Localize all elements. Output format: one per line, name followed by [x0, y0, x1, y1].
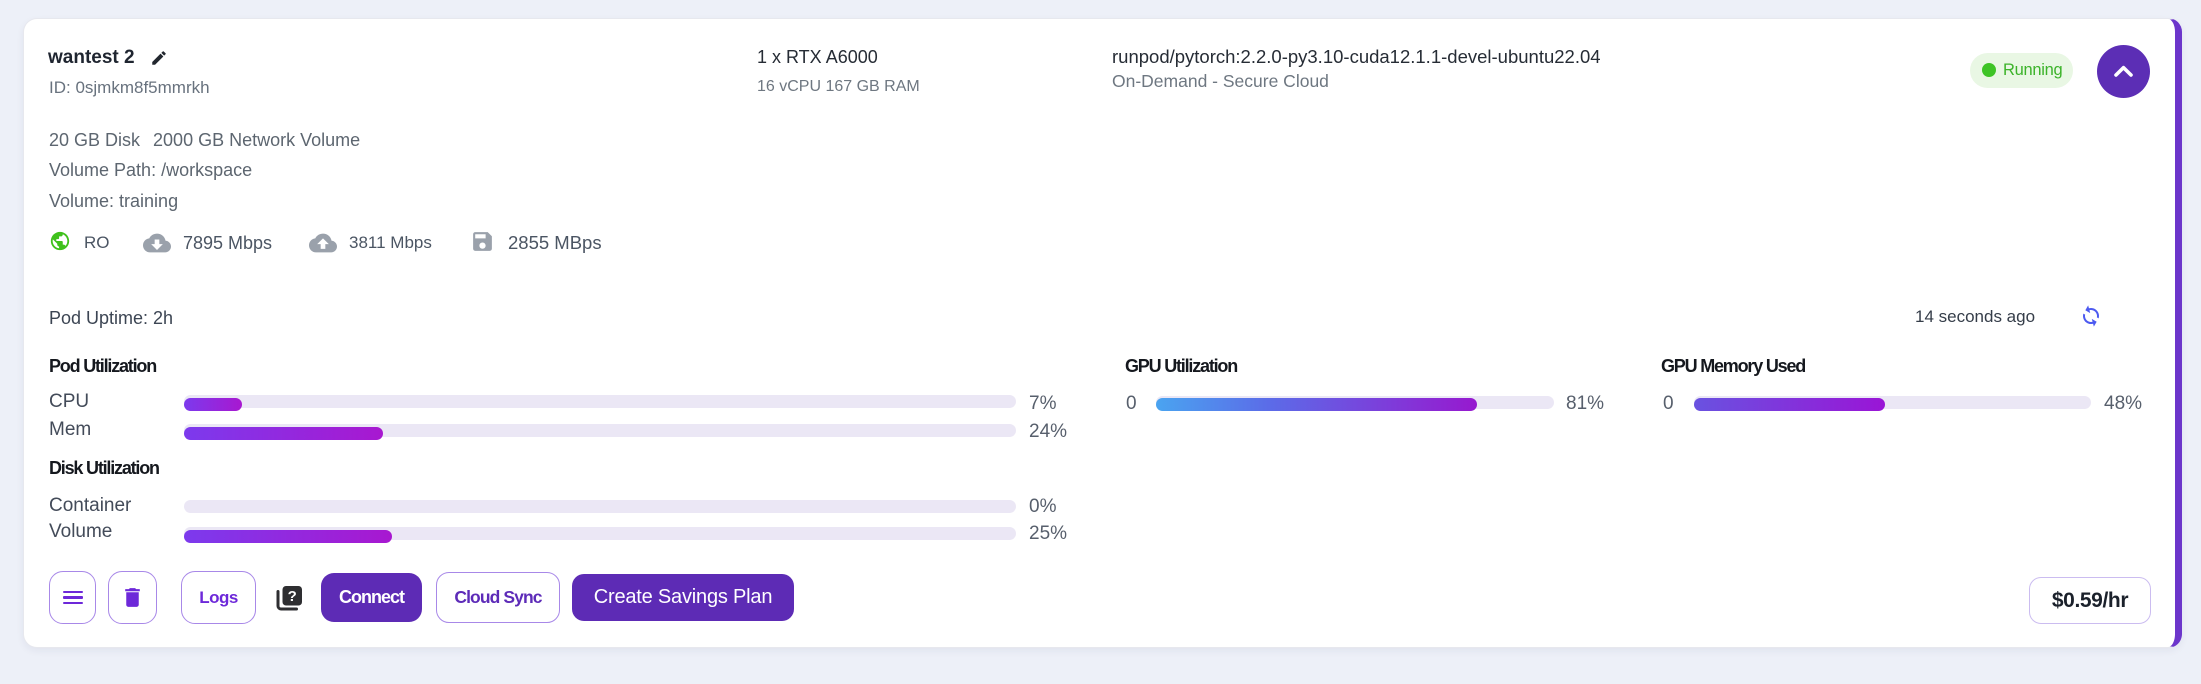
svg-text:?: ? — [288, 588, 297, 605]
